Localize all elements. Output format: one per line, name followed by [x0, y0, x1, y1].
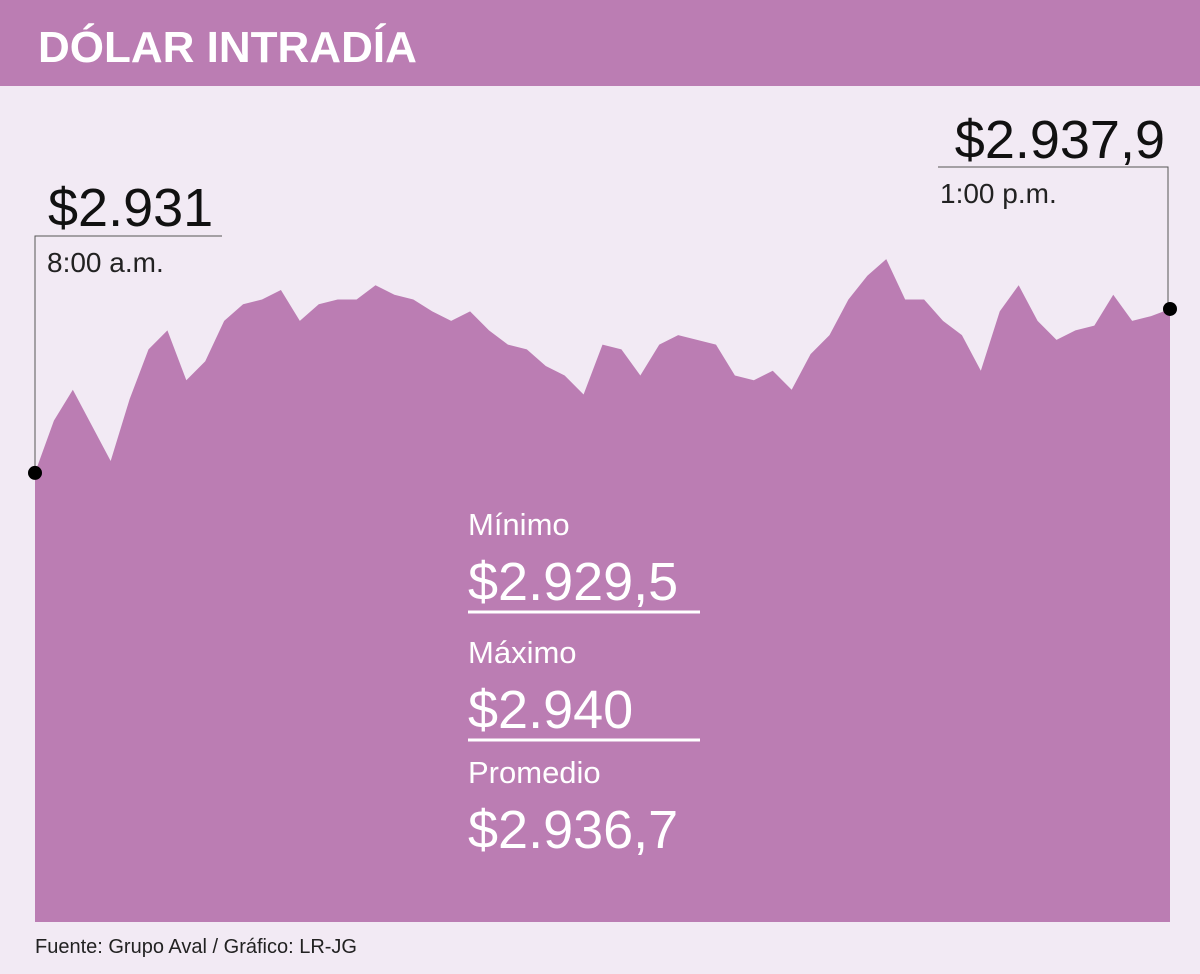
- header-bar: [0, 0, 1200, 86]
- stat-label: Máximo: [468, 635, 577, 670]
- stat-label: Promedio: [468, 755, 601, 790]
- leader-line: [34, 235, 222, 473]
- source: Fuente: Grupo Aval / Gráfico: LR-JG: [35, 936, 357, 958]
- value-label: $2.937,9: [955, 110, 1165, 170]
- area: [35, 259, 1170, 923]
- plot: [35, 259, 1170, 923]
- x-label: 1:00 p.m.: [940, 178, 1057, 209]
- stat-value: $2.936,7: [468, 800, 678, 860]
- stat-label: Mínimo: [468, 507, 570, 542]
- x-label: 8:00 a.m.: [47, 247, 164, 278]
- point: [28, 465, 42, 480]
- leader-line: [938, 166, 1169, 309]
- point: [1163, 301, 1177, 316]
- chart-title: DÓLAR INTRADÍA: [38, 22, 417, 72]
- stat-value: $2.940: [468, 680, 633, 740]
- stat-value: $2.929,5: [468, 552, 678, 612]
- value-label: $2.931: [48, 178, 213, 238]
